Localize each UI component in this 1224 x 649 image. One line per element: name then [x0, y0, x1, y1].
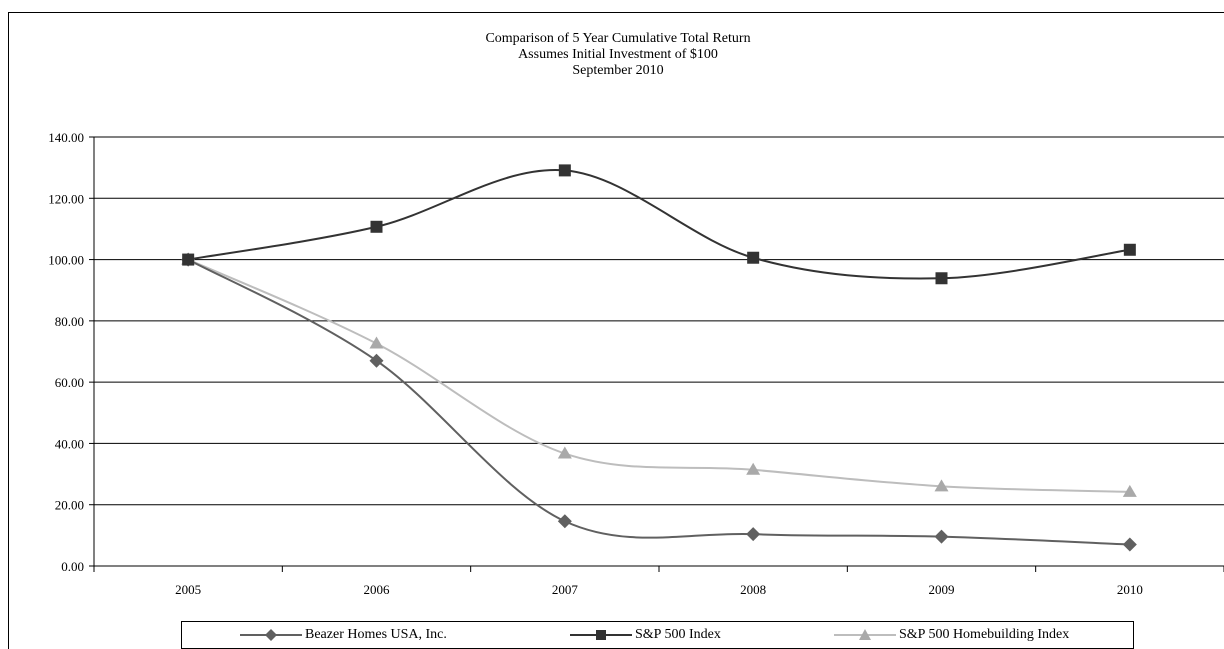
- data-point-triangle: [557, 446, 572, 459]
- data-point-square: [558, 164, 571, 177]
- series-markers: [181, 164, 1137, 552]
- series-line-diamond: [187, 258, 1130, 546]
- legend-label-homebuilding: S&P 500 Homebuilding Index: [899, 627, 1070, 642]
- x-tick-label: 2009: [929, 582, 955, 597]
- y-tick-label: 100.00: [48, 253, 84, 268]
- legend-label-beazer: Beazer Homes USA, Inc.: [305, 627, 447, 642]
- chart-date: September 2010: [572, 63, 664, 78]
- data-point-diamond: [369, 353, 384, 368]
- data-point-square: [747, 251, 760, 264]
- chart-title: Comparison of 5 Year Cumulative Total Re…: [485, 31, 751, 46]
- legend-diamond-marker-icon: [240, 629, 302, 641]
- x-tick-label: 2005: [175, 582, 201, 597]
- legend-triangle-marker-icon: [834, 629, 896, 640]
- y-tick-label: 80.00: [55, 314, 84, 329]
- data-point-triangle: [934, 479, 949, 492]
- legend-label-sp500: S&P 500 Index: [635, 627, 721, 642]
- legend-square-marker-icon: [570, 630, 632, 640]
- legend-item-sp500: S&P 500 Index: [570, 622, 721, 648]
- data-point-square: [370, 220, 383, 233]
- data-point-square: [182, 253, 195, 266]
- data-point-diamond: [557, 514, 572, 529]
- data-point-triangle: [369, 336, 384, 349]
- x-tick-label: 2007: [552, 582, 579, 597]
- x-tick-label: 2006: [364, 582, 391, 597]
- data-point-diamond: [746, 527, 761, 542]
- series-line-square: [187, 169, 1130, 280]
- data-point-square: [1123, 243, 1136, 256]
- data-point-diamond: [1122, 537, 1137, 552]
- gridlines: [94, 136, 1224, 567]
- y-tick-label: 20.00: [55, 498, 84, 513]
- data-point-triangle: [1122, 484, 1137, 497]
- series-lines: [187, 169, 1130, 546]
- x-tick-label: 2010: [1117, 582, 1143, 597]
- y-tick-label: 140.00: [48, 130, 84, 145]
- tick-labels: 0.00 20.00 40.00 60.00 80.00 100.00 120.00 140.…: [48, 130, 1143, 597]
- y-tick-label: 0.00: [61, 559, 84, 574]
- legend-item-beazer: Beazer Homes USA, Inc.: [240, 622, 447, 648]
- legend: Beazer Homes USA, Inc. S&P 500 Index S&P…: [181, 621, 1134, 649]
- axes: [89, 136, 1224, 572]
- chart-frame: [8, 12, 1224, 649]
- data-point-diamond: [934, 529, 949, 544]
- data-point-triangle: [746, 462, 761, 475]
- y-tick-label: 60.00: [55, 375, 84, 390]
- x-tick-label: 2008: [740, 582, 766, 597]
- data-point-square: [935, 272, 948, 285]
- series-line-triangle: [187, 258, 1130, 493]
- y-tick-label: 40.00: [55, 436, 84, 451]
- legend-item-homebuilding: S&P 500 Homebuilding Index: [834, 622, 1069, 648]
- chart-subtitle: Assumes Initial Investment of $100: [518, 47, 718, 62]
- y-tick-label: 120.00: [48, 191, 84, 206]
